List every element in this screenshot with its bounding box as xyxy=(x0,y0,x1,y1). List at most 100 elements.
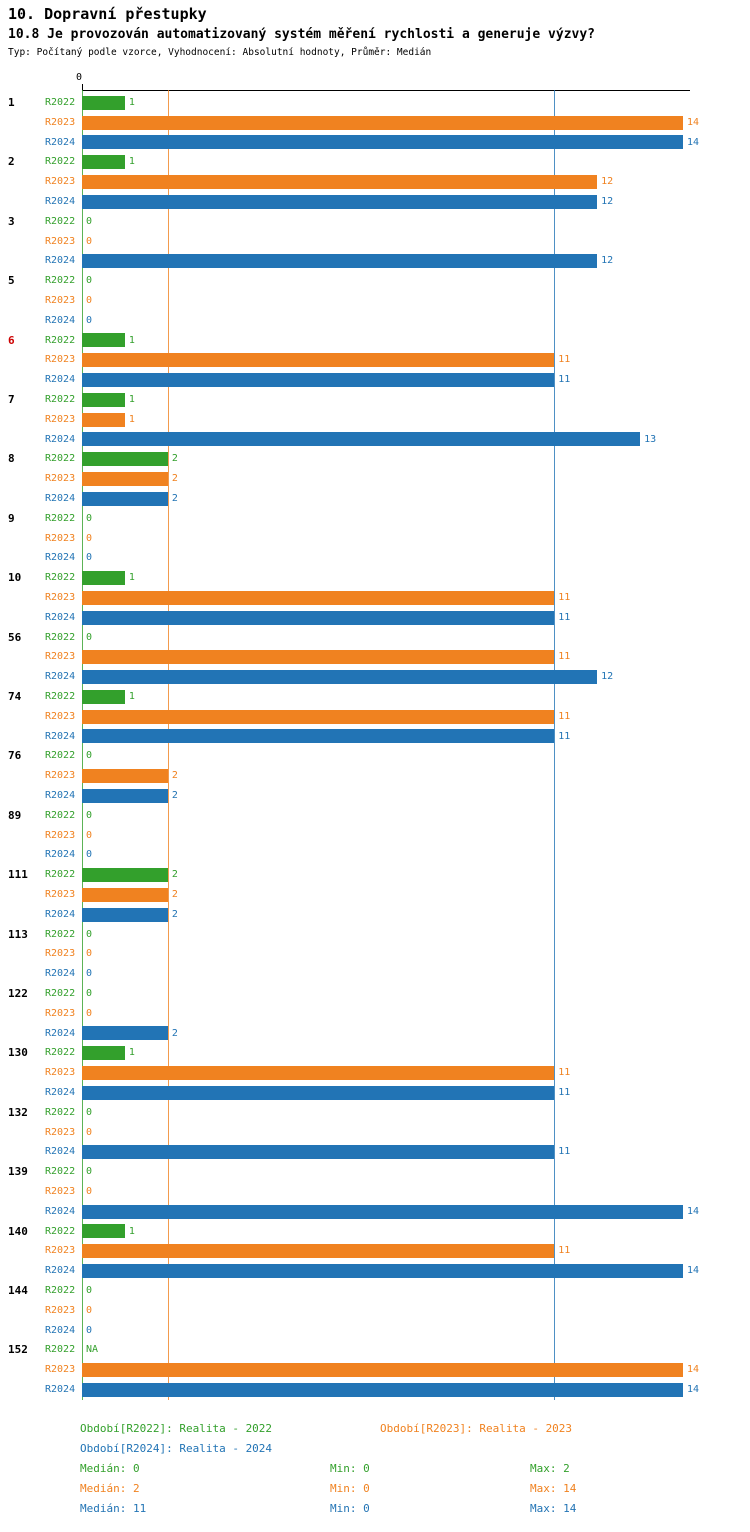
chart-row: R2024 0 xyxy=(0,964,750,984)
group-id-label: 2 xyxy=(8,155,15,169)
legend-item: Období[R2022]: Realita - 2022 xyxy=(80,1422,273,1435)
series-row-label: R2022 xyxy=(45,988,76,999)
chart-row: R2023 2 xyxy=(0,469,750,489)
series-row-label: R2022 xyxy=(45,869,76,881)
group-id-label: 6 xyxy=(8,333,15,347)
chart-row: 8 R2022 2 xyxy=(0,449,750,469)
bar-value-label: 11 xyxy=(558,730,571,742)
chart-row: 111 R2022 2 xyxy=(0,865,750,885)
series-row-label: R2023 xyxy=(45,948,76,960)
bar-value-label: 2 xyxy=(171,493,178,504)
bar-R2024 xyxy=(82,1085,555,1100)
chart-row: R2023 0 xyxy=(0,1182,750,1202)
x-axis-zero-label: 0 xyxy=(76,72,83,83)
chart-row: R2024 2 xyxy=(0,905,750,925)
group-id-label: 7 xyxy=(8,393,15,406)
group-id-label: 5 xyxy=(8,274,15,288)
chart-row: R2024 12 xyxy=(0,192,750,212)
bar-value-label: 0 xyxy=(86,1186,93,1197)
series-row-label: R2023 xyxy=(45,235,76,247)
bar-R2023 xyxy=(82,175,598,190)
series-row-label: R2024 xyxy=(45,908,76,920)
bar-R2023 xyxy=(82,1244,555,1259)
series-row-label: R2022 xyxy=(45,453,76,465)
bar-value-label: 0 xyxy=(86,988,93,999)
series-row-label: R2024 xyxy=(45,671,76,683)
series-row-label: R2024 xyxy=(45,255,76,267)
page-title: 10. Dopravní přestupky xyxy=(8,5,207,23)
chart-row: R2024 0 xyxy=(0,548,750,568)
chart-row: R2024 14 xyxy=(0,1202,750,1222)
series-row-label: R2022 xyxy=(45,928,76,940)
legend-stat-max: Max: 14 xyxy=(530,1502,577,1515)
bar-value-label: 14 xyxy=(687,1364,700,1376)
bar-value-label: 2 xyxy=(171,889,178,900)
chart-row: R2023 11 xyxy=(0,588,750,608)
chart-row: R2024 2 xyxy=(0,489,750,509)
bar-value-label: 14 xyxy=(687,1265,700,1277)
bar-R2024 xyxy=(82,1204,684,1219)
bar-R2024 xyxy=(82,373,555,388)
bar-value-label: 13 xyxy=(644,433,657,445)
chart-row: 76 R2022 0 xyxy=(0,746,750,766)
group-id-label: 9 xyxy=(8,511,15,525)
bar-R2023 xyxy=(82,590,555,605)
group-id-label: 122 xyxy=(8,987,28,1000)
legend-item: Období[R2023]: Realita - 2023 xyxy=(380,1422,573,1435)
series-row-label: R2024 xyxy=(45,136,76,148)
group-id-label: 74 xyxy=(8,690,22,703)
bar-R2024 xyxy=(82,135,684,150)
chart-row: R2024 12 xyxy=(0,667,750,687)
bar-value-label: 12 xyxy=(601,196,614,207)
group-id-label: 132 xyxy=(8,1105,28,1119)
legend-stat-max: Max: 2 xyxy=(530,1462,570,1475)
chart-row: 5 R2022 0 xyxy=(0,271,750,291)
bar-value-label: 2 xyxy=(171,1027,178,1039)
series-row-label: R2023 xyxy=(45,473,76,485)
legend-stat-median: Medián: 11 xyxy=(80,1502,147,1515)
series-row-label: R2024 xyxy=(45,968,76,980)
chart-row: R2023 2 xyxy=(0,885,750,905)
chart-row: R2023 12 xyxy=(0,172,750,192)
bar-R2022 xyxy=(82,1224,125,1239)
chart-row: R2023 0 xyxy=(0,1004,750,1024)
legend-stat-median: Medián: 2 xyxy=(80,1482,140,1495)
chart-row: R2024 11 xyxy=(0,370,750,390)
bar-value-label: 14 xyxy=(687,1205,700,1217)
series-row-label: R2022 xyxy=(45,1106,76,1118)
bar-R2024 xyxy=(82,491,168,506)
bar-value-label: 0 xyxy=(86,552,93,564)
group-id-label: 89 xyxy=(8,808,22,822)
chart-row: 56 R2022 0 xyxy=(0,628,750,648)
chart-row: 140 R2022 1 xyxy=(0,1222,750,1242)
chart-row: 7 R2022 1 xyxy=(0,390,750,410)
bar-R2022 xyxy=(82,333,125,348)
chart-row: R2024 14 xyxy=(0,1261,750,1281)
bar-value-label: 11 xyxy=(558,592,571,603)
series-row-label: R2022 xyxy=(45,1166,76,1178)
bar-R2024 xyxy=(82,432,641,447)
series-row-label: R2024 xyxy=(45,1027,76,1039)
series-row-label: R2024 xyxy=(45,1265,76,1277)
chart-row: 152 R2022 NA xyxy=(0,1340,750,1360)
bar-value-label: 11 xyxy=(558,1245,571,1257)
legend-stat-max: Max: 14 xyxy=(530,1482,577,1495)
group-id-label: 76 xyxy=(8,749,22,763)
bar-R2023 xyxy=(82,650,555,665)
chart-row: R2023 14 xyxy=(0,1360,750,1380)
chart-row: 2 R2022 1 xyxy=(0,152,750,172)
page-meta: Typ: Počítaný podle vzorce, Vyhodnocení:… xyxy=(8,47,432,58)
chart-row: 113 R2022 0 xyxy=(0,925,750,945)
series-row-label: R2023 xyxy=(45,1304,76,1316)
chart-row: 1 R2022 1 xyxy=(0,93,750,113)
series-row-label: R2023 xyxy=(45,1007,76,1019)
chart-row: R2023 0 xyxy=(0,826,750,846)
bar-R2023 xyxy=(82,472,168,487)
bar-value-label: 2 xyxy=(171,869,178,881)
chart-row: R2024 12 xyxy=(0,251,750,271)
chart-row: 144 R2022 0 xyxy=(0,1281,750,1301)
series-row-label: R2024 xyxy=(45,790,76,801)
series-row-label: R2024 xyxy=(45,433,76,445)
chart-row: R2023 0 xyxy=(0,944,750,964)
